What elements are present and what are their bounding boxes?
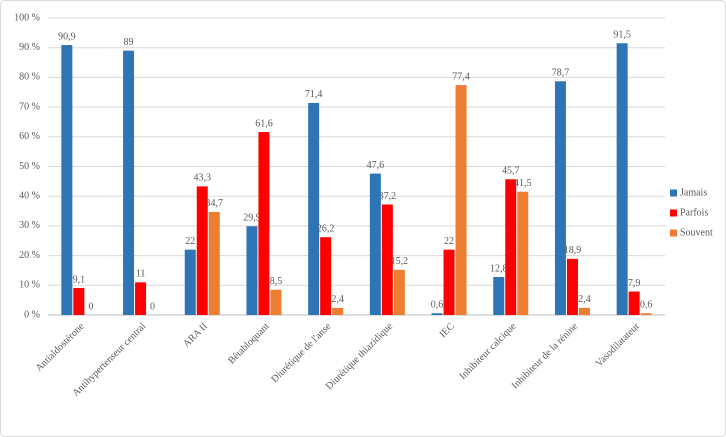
value-label: 71,4	[305, 89, 323, 100]
bar	[123, 50, 135, 316]
y-tick-label: 20 %	[19, 250, 40, 261]
bar	[184, 249, 196, 315]
y-tick-label: 60 %	[19, 131, 40, 142]
bar	[517, 191, 529, 315]
y-tick-label: 40 %	[19, 190, 40, 201]
value-label: 0	[88, 301, 93, 312]
bar	[616, 43, 628, 316]
bar	[493, 276, 505, 315]
bar	[246, 226, 258, 315]
value-label: 22	[185, 236, 195, 247]
bar	[258, 132, 270, 315]
value-label: 61,6	[255, 118, 273, 129]
value-label: 2,4	[331, 294, 344, 305]
y-tick-label: 10 %	[19, 280, 40, 291]
value-label: 11	[136, 269, 146, 280]
value-label: 26,2	[317, 223, 335, 234]
bar	[61, 45, 73, 315]
y-tick-label: 70 %	[19, 101, 40, 112]
value-label: 91,5	[613, 30, 631, 41]
bar	[332, 307, 344, 315]
value-label: 7,9	[628, 278, 641, 289]
bar	[196, 186, 208, 315]
value-label: 90,9	[58, 31, 76, 42]
legend-swatch	[670, 209, 677, 217]
value-label: 37,2	[379, 191, 397, 202]
value-label: 41,5	[514, 178, 532, 189]
bar	[554, 81, 566, 315]
value-label: 29,9	[243, 212, 261, 223]
value-label: 89	[124, 37, 134, 48]
value-label: 9,1	[73, 274, 86, 285]
value-label: 34,7	[206, 198, 224, 209]
bar	[431, 313, 443, 315]
value-label: 8,5	[270, 276, 283, 287]
y-tick-label: 100 %	[14, 12, 40, 23]
value-label: 15,2	[391, 256, 409, 267]
bar	[443, 249, 455, 315]
y-tick-label: 90 %	[19, 42, 40, 53]
value-label: 0,6	[431, 300, 444, 311]
value-label: 47,6	[367, 160, 385, 171]
bar	[566, 258, 578, 315]
legend-label: Parfois	[680, 207, 708, 218]
value-label: 78,7	[552, 68, 570, 79]
bar	[393, 269, 405, 315]
bar	[369, 173, 381, 315]
bar	[135, 282, 147, 315]
value-label: 0	[150, 301, 155, 312]
legend-label: Jamais	[680, 187, 707, 198]
value-label: 18,9	[564, 245, 582, 256]
value-label: 22	[444, 236, 454, 247]
value-label: 12,8	[490, 263, 508, 274]
bar	[73, 287, 85, 315]
y-tick-label: 0 %	[24, 309, 40, 320]
value-label: 0,6	[640, 300, 653, 311]
bar	[640, 313, 652, 315]
y-tick-label: 80 %	[19, 72, 40, 83]
bar	[381, 204, 393, 315]
y-tick-label: 50 %	[19, 161, 40, 172]
value-label: 2,4	[578, 294, 591, 305]
bar	[628, 291, 640, 315]
legend-swatch	[670, 229, 677, 237]
y-tick-label: 30 %	[19, 220, 40, 231]
bar	[505, 179, 517, 315]
bar	[320, 237, 332, 315]
bar	[308, 102, 320, 315]
bar	[578, 307, 590, 315]
value-label: 45,7	[502, 166, 520, 177]
legend-label: Souvent	[680, 227, 713, 238]
bar	[208, 211, 220, 315]
bar	[270, 289, 282, 315]
value-label: 43,3	[194, 173, 212, 184]
bar	[455, 85, 467, 315]
legend-swatch	[670, 189, 677, 197]
value-label: 77,4	[452, 71, 470, 82]
